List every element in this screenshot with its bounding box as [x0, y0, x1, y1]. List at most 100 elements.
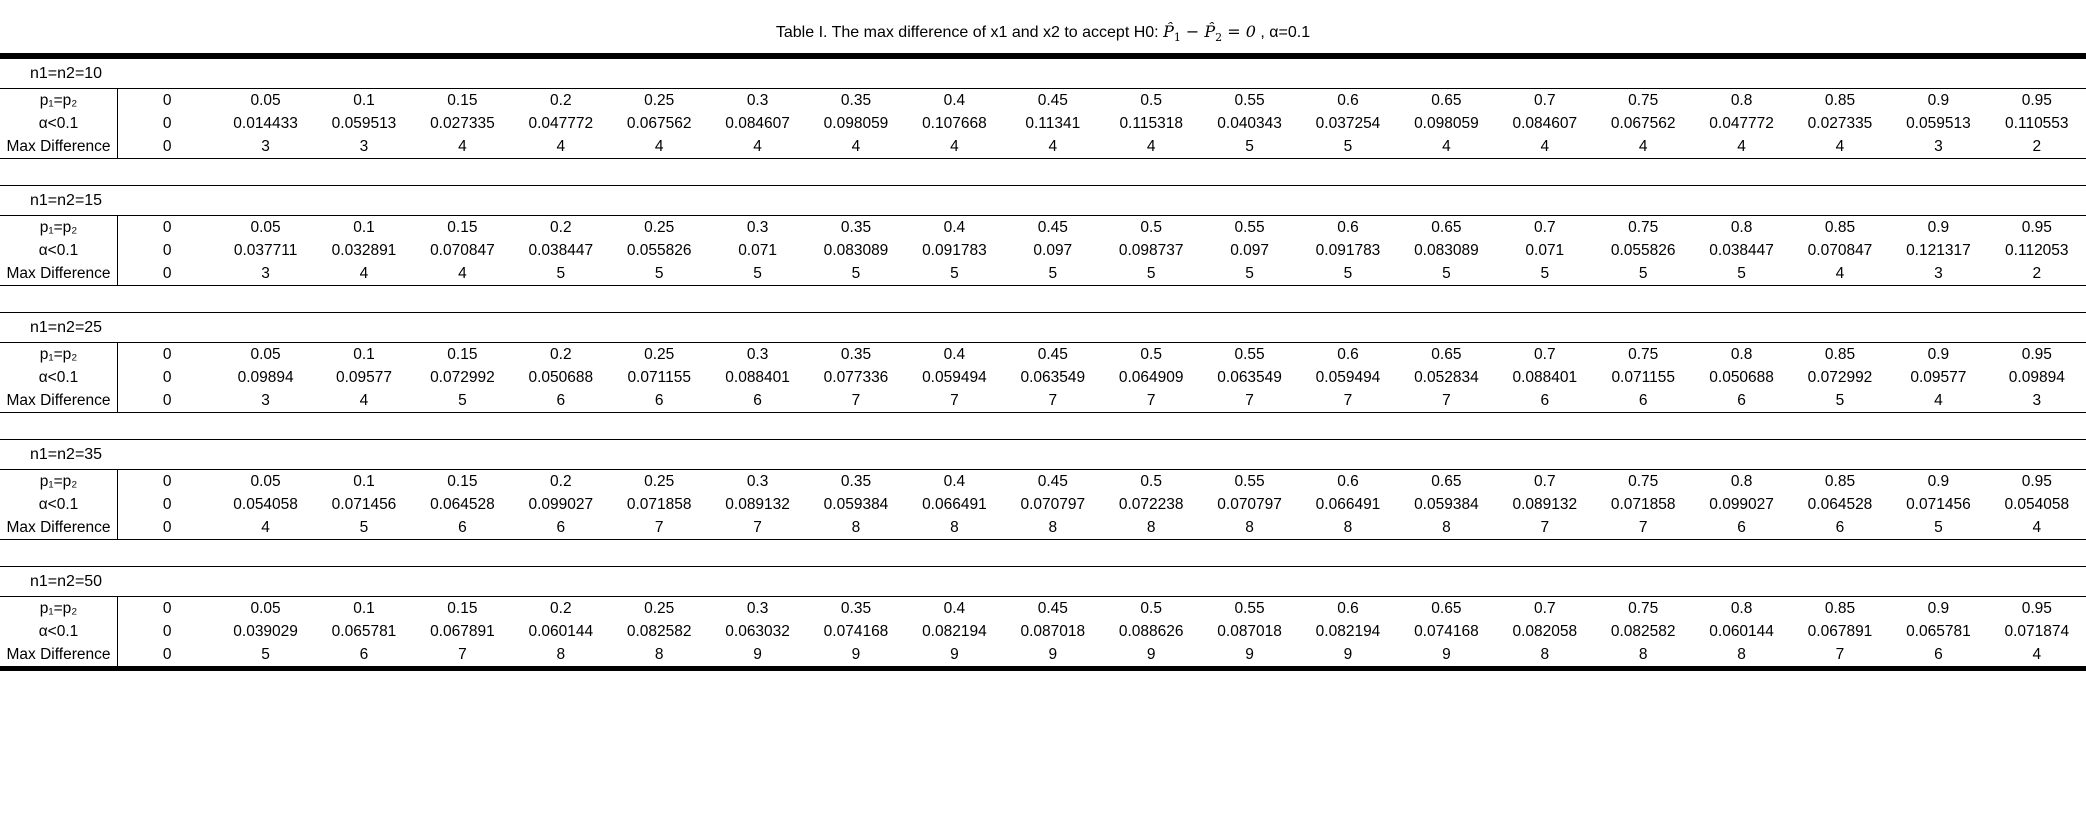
max-difference-row-label: Max Difference — [0, 262, 118, 286]
alpha-row-cell: 0.083089 — [823, 241, 889, 259]
max-difference-row-cell: 4 — [458, 137, 467, 155]
p-row-cell: 0.15 — [447, 345, 478, 363]
alpha-row-cell: 0.087018 — [1020, 622, 1086, 640]
p-row-cell: 0.75 — [1628, 91, 1659, 109]
math-minus: − — [1180, 22, 1205, 41]
title-text: Table I. The max difference of x1 and x2… — [775, 24, 1164, 41]
alpha-row-cell: 0.064528 — [1807, 495, 1873, 513]
alpha-row-cell: 0.09577 — [335, 368, 392, 386]
alpha-row-cell: 0 — [162, 241, 172, 259]
max-difference-row-cell: 8 — [1343, 518, 1353, 536]
alpha-row-cell: 0 — [162, 368, 172, 386]
alpha-row-cell: 0.059494 — [922, 368, 987, 386]
max-difference-row-cell: 7 — [851, 391, 861, 409]
max-difference-row-label: Max Difference — [0, 135, 118, 159]
max-difference-row-cell: 6 — [1737, 518, 1746, 536]
max-difference-row-cell: 2 — [2032, 264, 2042, 282]
alpha-row-cell: 0.070797 — [1217, 495, 1282, 513]
alpha-row-cell: 0.09894 — [237, 368, 294, 386]
alpha-row-cell: 0.098737 — [1118, 241, 1184, 259]
section-header-row: n1=n2=50 — [0, 567, 2086, 598]
alpha-row-cell: 0.027335 — [1807, 114, 1873, 132]
alpha-row-cell: 0.088401 — [725, 368, 790, 386]
top-rule — [0, 53, 2086, 60]
p-row-cell: 0.45 — [1037, 472, 1068, 490]
math-p1-subscript: 1 — [1173, 31, 1181, 45]
alpha-row-cell: 0.050688 — [1709, 368, 1774, 386]
alpha-row-cell: 0.107668 — [922, 114, 987, 132]
title-alpha-level: , α=0.1 — [1255, 24, 1311, 41]
p-row-cell: 0.85 — [1824, 599, 1856, 617]
max-difference-row-cell: 8 — [1638, 645, 1648, 663]
max-difference-row-cell: 0 — [162, 518, 172, 536]
p-row-cell: 0.35 — [840, 218, 872, 236]
alpha-row-cell: 0.097 — [1033, 241, 1073, 259]
alpha-row-cell: 0.098059 — [1414, 114, 1479, 132]
alpha-row-label: α<0.1 — [0, 620, 118, 644]
max-difference-row-cell: 5 — [1343, 137, 1353, 155]
alpha-row-cell: 0.091783 — [922, 241, 987, 259]
max-difference-row-cell: 4 — [458, 264, 467, 282]
alpha-row-cell: 0.089132 — [1512, 495, 1578, 513]
max-difference-row-cell: 0 — [162, 391, 172, 409]
alpha-row-cell: 0.050688 — [528, 368, 594, 386]
p-row-cell: 0.15 — [447, 218, 478, 236]
p-row-cell: 0.8 — [1730, 91, 1753, 109]
alpha-row-cell: 0.074168 — [823, 622, 889, 640]
p-row-label: p₁=p₂ — [0, 216, 118, 240]
alpha-row-cell: 0.115318 — [1119, 114, 1183, 132]
p-row-cell: 0.55 — [1234, 472, 1265, 490]
alpha-row-cell: 0.066491 — [1315, 495, 1381, 513]
alpha-row-cell: 0.082058 — [1512, 622, 1578, 640]
alpha-row-cell: 0.065781 — [1906, 622, 1971, 640]
max-difference-row-cell: 4 — [261, 518, 270, 536]
p-row-cell: 0 — [162, 218, 172, 236]
alpha-row-cell: 0.071456 — [1906, 495, 1971, 513]
p-row-cell: 0.05 — [250, 91, 281, 109]
alpha-row-cell: 0.070797 — [1020, 495, 1086, 513]
p-row-cell: 0.85 — [1824, 472, 1856, 490]
bottom-rule — [0, 667, 2086, 672]
alpha-row-cell: 0.039029 — [233, 622, 298, 640]
max-difference-row-cell: 5 — [1737, 264, 1746, 282]
max-difference-row-cell: 5 — [1540, 264, 1550, 282]
alpha-row-cell: 0.071 — [738, 241, 777, 259]
max-difference-row-cell: 4 — [1934, 391, 1943, 409]
p-row-label: p₁=p₂ — [0, 89, 118, 113]
alpha-row-cell: 0.121317 — [1906, 241, 1971, 259]
p-row-cell: 0.35 — [840, 91, 872, 109]
max-difference-row-cell: 5 — [1245, 137, 1254, 155]
alpha-row-cell: 0.067562 — [626, 114, 692, 132]
p-row-cell: 0.55 — [1234, 345, 1265, 363]
p-row-cell: 0.85 — [1824, 218, 1856, 236]
math-p2-subscript: 2 — [1215, 31, 1223, 45]
alpha-row-cell: 0.084607 — [1512, 114, 1578, 132]
p-row-cell: 0.6 — [1337, 599, 1359, 617]
max-difference-row-cell: 3 — [261, 391, 270, 409]
p-row-cell: 0.25 — [644, 91, 675, 109]
max-difference-row-label: Max Difference — [0, 516, 118, 540]
max-difference-row-cell: 9 — [1245, 645, 1254, 663]
max-difference-row-cell: 0 — [162, 137, 172, 155]
alpha-row-cell: 0.099027 — [1709, 495, 1774, 513]
alpha-row-cell: 0.072238 — [1118, 495, 1184, 513]
max-difference-row-cell: 7 — [1540, 518, 1550, 536]
p-row-cell: 0.5 — [1140, 472, 1162, 490]
max-difference-row-cell: 4 — [1146, 137, 1156, 155]
alpha-row-cell: 0 — [162, 114, 172, 132]
alpha-row-cell: 0.071155 — [1611, 368, 1675, 386]
max-difference-row-cell: 8 — [1737, 645, 1746, 663]
p-row-cell: 0.2 — [550, 345, 572, 363]
p-row-cell: 0.45 — [1037, 91, 1068, 109]
alpha-row-cell: 0.089132 — [725, 495, 790, 513]
max-difference-row-cell: 7 — [458, 645, 467, 663]
alpha-row-cell: 0.054058 — [2004, 495, 2070, 513]
max-difference-row-cell: 4 — [2032, 645, 2042, 663]
max-difference-row-cell: 6 — [1540, 391, 1550, 409]
alpha-row-cell: 0.040343 — [1217, 114, 1282, 132]
alpha-row-cell: 0.082582 — [1610, 622, 1676, 640]
max-difference-row-cell: 4 — [556, 137, 566, 155]
max-difference-row-cell: 3 — [1934, 137, 1943, 155]
alpha-row-cell: 0.071 — [1525, 241, 1565, 259]
p-row-cell: 0.55 — [1234, 599, 1265, 617]
